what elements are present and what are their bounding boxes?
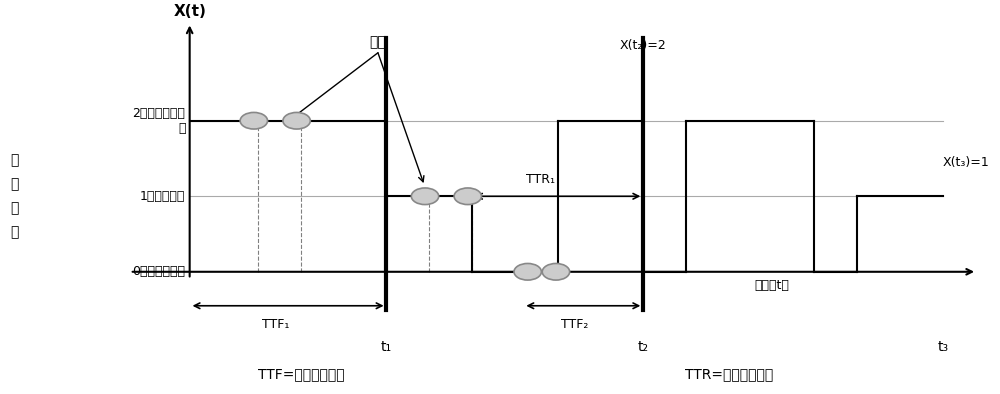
Text: TTR₁: TTR₁ <box>526 173 555 186</box>
Ellipse shape <box>542 264 570 280</box>
Ellipse shape <box>411 188 439 204</box>
Text: 状: 状 <box>10 201 18 216</box>
Text: 态: 态 <box>10 225 18 240</box>
Text: 事件: 事件 <box>370 35 386 49</box>
Ellipse shape <box>283 112 310 129</box>
Text: t₃: t₃ <box>937 340 948 354</box>
Text: TTR=系统修理时间: TTR=系统修理时间 <box>685 367 773 381</box>
Text: TTF=系统故障时间: TTF=系统故障时间 <box>258 367 344 381</box>
Text: TTF₁: TTF₁ <box>262 318 289 331</box>
Text: 0，系统不可用: 0，系统不可用 <box>132 265 185 278</box>
Text: X(t): X(t) <box>173 4 206 19</box>
Text: 统: 统 <box>10 177 18 191</box>
Text: X(t₂)=2: X(t₂)=2 <box>620 39 667 52</box>
Ellipse shape <box>240 112 268 129</box>
Text: 1，系统可用: 1，系统可用 <box>140 190 185 203</box>
Text: t₂: t₂ <box>638 340 649 354</box>
Text: 系: 系 <box>10 153 18 167</box>
Ellipse shape <box>454 188 481 204</box>
Text: X(t₃)=1: X(t₃)=1 <box>943 156 990 169</box>
Text: TTF₂: TTF₂ <box>561 318 588 331</box>
Text: 2，系统完全可
用: 2，系统完全可 用 <box>133 107 185 135</box>
Text: 时间（t）: 时间（t） <box>754 279 789 292</box>
Text: t₁: t₁ <box>381 340 392 354</box>
Ellipse shape <box>514 264 541 280</box>
